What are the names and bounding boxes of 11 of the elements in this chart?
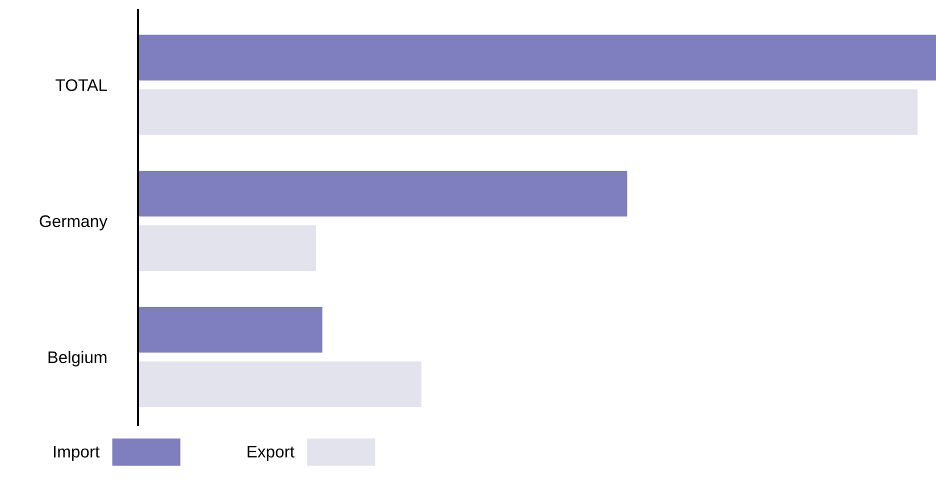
legend-label: Export [248,446,294,461]
bar [138,89,918,135]
bar [138,225,316,271]
y-tick-label: Germany [40,215,108,230]
y-tick-label: TOTAL [56,79,107,92]
bar [138,34,936,80]
legend-label: Import [54,446,100,461]
bar [138,170,628,217]
y-tick-label: Belgium [48,350,106,366]
bar [138,361,422,408]
bar [138,306,322,353]
